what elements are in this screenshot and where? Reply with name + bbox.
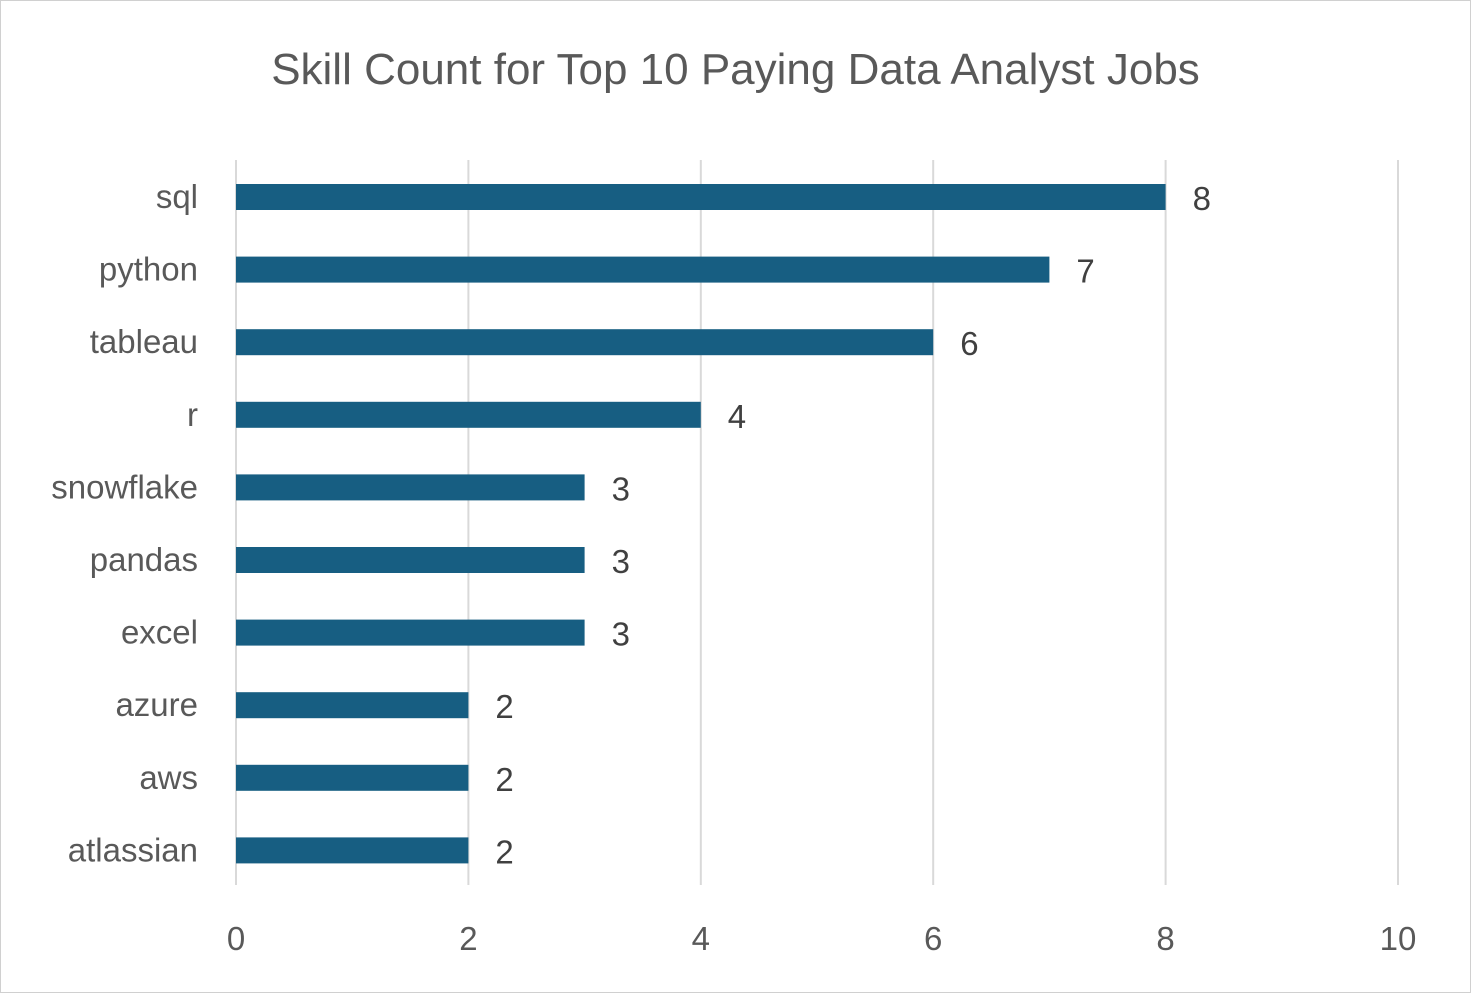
labels: 0 2 4 6 8 10 sql 8 python 7 tableau 6 r 4 snowflake 3 pa… [51,178,1416,957]
data-label-snowflake: 3 [612,470,630,507]
bar-python [236,256,1050,283]
data-label-pandas: 3 [612,543,630,580]
x-tick-label-4: 4 [692,920,710,957]
bar-aws [236,764,469,791]
category-label-python: python [99,251,198,288]
data-label-sql: 8 [1193,180,1211,217]
category-label-pandas: pandas [90,541,198,578]
data-label-aws: 2 [495,761,513,798]
bar-azure [236,692,469,719]
x-tick-label-8: 8 [1156,920,1174,957]
bar-snowflake [236,474,585,501]
data-label-python: 7 [1076,253,1094,290]
category-label-snowflake: snowflake [51,468,198,505]
data-label-atlassian: 2 [495,833,513,870]
category-label-tableau: tableau [90,323,198,360]
bar-tableau [236,329,934,356]
bar-atlassian [236,837,469,864]
bar-pandas [236,547,585,573]
x-tick-label-6: 6 [924,920,942,957]
category-label-aws: aws [139,759,198,796]
category-label-atlassian: atlassian [68,831,198,868]
category-label-excel: excel [121,614,198,651]
category-label-sql: sql [156,178,198,215]
data-label-tableau: 6 [960,325,978,362]
data-label-azure: 2 [495,688,513,725]
x-tick-label-0: 0 [227,920,245,957]
category-label-r: r [187,396,198,433]
bars [236,184,1166,864]
bar-r [236,401,701,428]
x-tick-label-2: 2 [459,920,477,957]
data-label-r: 4 [728,398,746,435]
category-label-azure: azure [115,686,198,723]
bar-sql [236,184,1166,210]
bar-excel [236,619,585,646]
chart-title: Skill Count for Top 10 Paying Data Analy… [271,45,1200,94]
data-label-excel: 3 [612,616,630,653]
x-tick-label-10: 10 [1380,920,1417,957]
